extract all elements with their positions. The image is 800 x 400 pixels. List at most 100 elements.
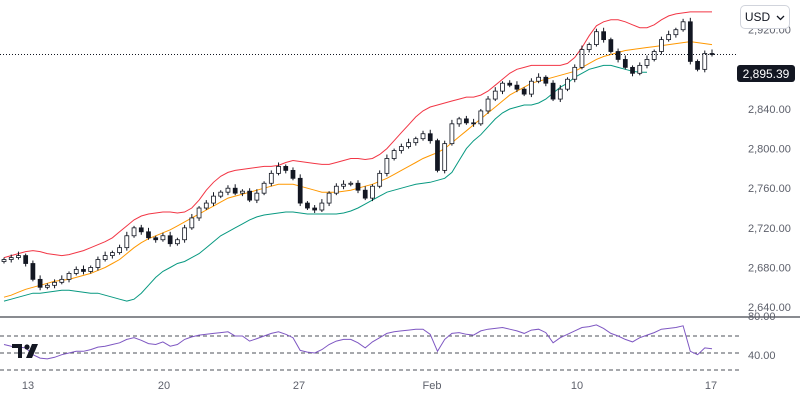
candle-body bbox=[586, 44, 592, 50]
candle-body bbox=[196, 207, 202, 219]
candle-body bbox=[622, 59, 628, 68]
candle-body bbox=[66, 273, 72, 280]
candle-body bbox=[203, 202, 209, 209]
candle-body bbox=[659, 39, 664, 52]
candle-body bbox=[420, 133, 426, 140]
candle-body bbox=[211, 195, 216, 204]
candle-body bbox=[478, 110, 484, 125]
candle-body bbox=[73, 269, 79, 274]
candle-body bbox=[276, 166, 281, 174]
candle-body bbox=[52, 281, 57, 286]
candle-body bbox=[81, 269, 86, 272]
candle-body bbox=[529, 80, 534, 95]
price-tick-label: 2,640.00 bbox=[748, 302, 791, 314]
candle-body bbox=[651, 51, 657, 60]
candle-body bbox=[175, 239, 180, 245]
candle-body bbox=[579, 49, 585, 68]
candle-body bbox=[456, 118, 462, 125]
candle-body bbox=[680, 21, 686, 31]
candle-body bbox=[102, 255, 108, 260]
candle-body bbox=[268, 172, 274, 184]
bollinger-basis-line bbox=[3, 41, 713, 298]
time-axis[interactable]: 13 20 27 Feb 10 17 bbox=[22, 380, 717, 392]
price-tick-label: 2,800.00 bbox=[748, 144, 791, 156]
candle-body bbox=[644, 59, 650, 66]
candle-body bbox=[615, 51, 621, 60]
candle-body bbox=[146, 231, 151, 239]
time-tick-label: Feb bbox=[423, 380, 442, 392]
candle-body bbox=[377, 172, 383, 187]
candle-body bbox=[160, 235, 166, 241]
bollinger-lower-line bbox=[3, 64, 647, 302]
candle-body bbox=[406, 142, 411, 148]
candle-body bbox=[362, 189, 368, 199]
candle-body bbox=[124, 235, 130, 249]
tradingview-logo[interactable] bbox=[12, 342, 42, 360]
oscillator-line bbox=[3, 324, 713, 360]
candle-body bbox=[117, 247, 122, 254]
time-tick-label: 17 bbox=[705, 380, 717, 392]
candle-body bbox=[608, 39, 614, 52]
candle-body bbox=[702, 53, 708, 70]
candle-body bbox=[687, 21, 693, 62]
candle-body bbox=[305, 202, 310, 209]
candle-body bbox=[247, 190, 252, 201]
candle-body bbox=[594, 31, 599, 45]
candle-body bbox=[333, 185, 339, 194]
time-tick-label: 20 bbox=[158, 380, 170, 392]
candle-body bbox=[189, 217, 195, 229]
candle-body bbox=[297, 177, 303, 204]
candle-body bbox=[261, 182, 267, 194]
candle-body bbox=[254, 192, 260, 201]
price-axis[interactable]: 2,920.002,880.002,840.002,800.002,760.00… bbox=[748, 25, 791, 314]
candle-body bbox=[500, 82, 505, 92]
candle-body bbox=[1, 259, 7, 262]
candle-body bbox=[8, 257, 14, 260]
candle-body bbox=[492, 90, 498, 100]
oscillator-tick-label: 40.00 bbox=[748, 350, 776, 362]
oscillator-pane[interactable]: 80.00 40.00 bbox=[0, 311, 776, 371]
candle-body bbox=[138, 227, 144, 233]
candle-body bbox=[218, 191, 224, 197]
price-tick-label: 2,760.00 bbox=[748, 183, 791, 195]
candle-body bbox=[514, 84, 520, 90]
candle-body bbox=[16, 255, 21, 258]
price-tick-label: 2,680.00 bbox=[748, 262, 791, 274]
time-tick-label: 27 bbox=[293, 380, 305, 392]
candle-body bbox=[521, 88, 527, 95]
candle-body bbox=[550, 82, 556, 100]
price-tick-label: 2,840.00 bbox=[748, 104, 791, 116]
candle-body bbox=[283, 166, 289, 171]
candle-body bbox=[110, 252, 115, 256]
candle-body bbox=[413, 138, 419, 144]
last-price-label: 2,895.39 bbox=[737, 65, 795, 82]
candle-body bbox=[95, 259, 101, 268]
candle-body bbox=[637, 64, 643, 74]
time-tick-label: 13 bbox=[22, 380, 34, 392]
candle-body bbox=[370, 185, 375, 199]
candle-body bbox=[464, 118, 469, 124]
candle-body bbox=[442, 143, 448, 171]
candle-body bbox=[565, 78, 570, 90]
currency-button[interactable]: USD bbox=[740, 5, 790, 29]
bollinger-upper-line bbox=[3, 11, 712, 259]
candle-body bbox=[348, 182, 354, 185]
candle-body bbox=[240, 190, 245, 194]
candle-body bbox=[30, 263, 36, 280]
candle-body bbox=[536, 76, 541, 82]
candle-body bbox=[326, 192, 332, 204]
candle-body bbox=[167, 235, 173, 245]
candle-body bbox=[131, 227, 137, 237]
candle-body bbox=[543, 76, 549, 84]
candle-body bbox=[384, 158, 390, 174]
candle-body bbox=[572, 66, 578, 80]
candle-body bbox=[391, 150, 397, 159]
price-pane[interactable] bbox=[0, 11, 736, 302]
candle-body bbox=[435, 140, 440, 171]
candle-body bbox=[471, 122, 476, 125]
candle-body bbox=[319, 202, 325, 211]
candle-body bbox=[398, 146, 404, 151]
price-tick-label: 2,720.00 bbox=[748, 223, 791, 235]
candle-body bbox=[182, 227, 187, 241]
